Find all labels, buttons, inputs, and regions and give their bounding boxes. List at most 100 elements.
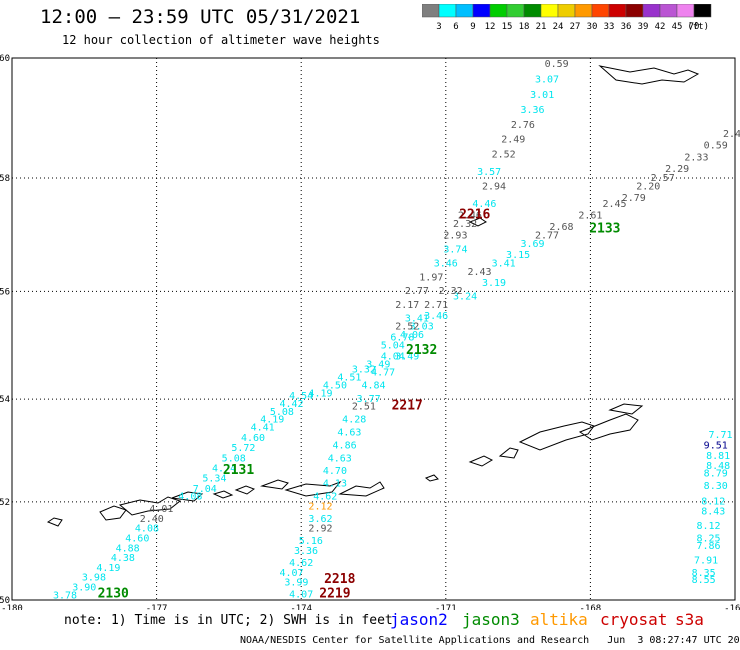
pass-number-label: 2130 [98, 587, 129, 602]
wave-height-value: 5.16 [299, 536, 323, 547]
wave-height-value: 2.77 [535, 230, 559, 241]
satellite-s3a: s3a [675, 610, 704, 629]
wave-height-value: 4.38 [111, 553, 135, 564]
wave-height-value: 5.08 [270, 407, 294, 418]
pass-number-label: 2218 [324, 572, 355, 587]
lat-tick-label: 60 [0, 54, 10, 64]
lon-tick-label: -165 [724, 604, 740, 610]
wave-height-value: 3.69 [521, 239, 545, 250]
wave-height-value: 2.32 [453, 219, 477, 230]
wave-height-value: 3.41 [492, 258, 516, 269]
pass-number-label: 2133 [589, 222, 620, 237]
wave-height-value: 2.52 [492, 149, 516, 160]
wave-height-value: 4.19 [308, 389, 332, 400]
wave-height-value: 3.62 [308, 514, 332, 525]
wave-height-value: 4.62 [289, 558, 313, 569]
wave-height-value: 4.62 [313, 491, 337, 502]
lon-tick-label: -171 [435, 604, 457, 610]
chart-subtitle: 12 hour collection of altimeter wave hei… [62, 33, 380, 47]
colorbar-tick-label: 36 [621, 22, 632, 32]
wave-height-value: 3.32 [352, 365, 376, 376]
colorbar-tick-label: 42 [655, 22, 666, 32]
wave-height-value: 3.46 [434, 258, 458, 269]
wave-height-value: 8.12 [696, 521, 720, 532]
coastline-outline [46, 517, 63, 527]
wave-height-value: 8.25 [696, 534, 720, 545]
lat-tick-label: 56 [0, 287, 10, 297]
colorbar-tick-label: 15 [502, 22, 513, 32]
wave-height-value: 4.51 [337, 373, 361, 384]
coastline-outline [498, 447, 519, 459]
wave-height-value: 4.04 [381, 351, 405, 362]
wave-height-value: 4.13 [323, 479, 347, 490]
wave-height-value: 4.07 [289, 590, 313, 601]
wave-height-value: 3.41 [405, 314, 429, 325]
wave-height-value: 3.74 [443, 244, 467, 255]
wave-height-value: 4.77 [371, 367, 395, 378]
colorbar-tick-label: 33 [604, 22, 615, 32]
wave-height-value: 2.46 [458, 210, 482, 221]
wave-height-value: 4.60 [241, 433, 265, 444]
wave-height-value: 5.72 [231, 443, 255, 454]
wave-height-value: 2.76 [511, 120, 535, 131]
pass-number-label: 2131 [223, 463, 254, 478]
wave-height-value: 1.97 [419, 272, 443, 283]
wave-height-value: 4.28 [342, 415, 366, 426]
wave-height-value: 2.94 [482, 182, 506, 193]
wave-height-value: 8.55 [692, 575, 716, 586]
pass-number-label: 2217 [392, 399, 423, 414]
coastline-outline [608, 403, 644, 415]
wave-height-value: 4.01 [149, 504, 173, 515]
wave-height-value: 2.52 [395, 322, 419, 333]
colorbar-tick-label: 45 [672, 22, 683, 32]
wave-height-map: -180 -177 -174 -171 -168 -165 60 58 56 54 52 50 3.78… [0, 54, 740, 610]
wave-height-value: 2.29 [665, 164, 689, 175]
coastline-outline [338, 481, 385, 497]
colorbar-unit-label: (ft) [687, 22, 709, 32]
wave-height-value: 4.70 [323, 466, 347, 477]
wave-height-value: 2.57 [651, 173, 675, 184]
colorbar-tick-label: 30 [587, 22, 598, 32]
lat-tick-label: 54 [0, 395, 10, 405]
wave-height-value: 2.32 [439, 286, 463, 297]
colorbar-tick-label: 3 [436, 22, 441, 32]
coastline-outline [234, 485, 256, 495]
wave-height-value: 7.71 [708, 430, 732, 441]
coastline-outline [598, 65, 700, 85]
satellite-cryosat: cryosat [600, 610, 668, 629]
coastline-outline [260, 479, 289, 490]
lon-tick-label: -177 [146, 604, 168, 610]
wave-height-value: 3.01 [530, 90, 554, 101]
wave-height-value: 7.04 [193, 484, 217, 495]
coastline-outline [212, 490, 234, 499]
wave-height-value: 4.84 [361, 381, 385, 392]
wave-height-value: 4.08 [178, 491, 202, 502]
coastline-outline [424, 474, 439, 482]
wave-height-value: 3.57 [477, 167, 501, 178]
lon-tick-label: -168 [580, 604, 602, 610]
wave-height-value: 8.81 [706, 451, 730, 462]
wave-height-value: 4.54 [289, 391, 313, 402]
wave-height-value: 2.49 [501, 135, 525, 146]
wave-height-value: 5.34 [202, 474, 226, 485]
wave-height-value: 4.50 [323, 381, 347, 392]
wave-height-value: 4.63 [328, 453, 352, 464]
wave-height-value: 2.17 [395, 300, 419, 311]
wave-height-value: 2.33 [684, 152, 708, 163]
wave-height-value: 2.92 [308, 524, 332, 535]
satellite-jason2: jason2 [390, 610, 448, 629]
wave-height-value: 8.12 [701, 496, 725, 507]
wave-height-value: 5.08 [222, 453, 246, 464]
satellite-jason3: jason3 [462, 610, 520, 629]
wave-height-value: 2.77 [405, 286, 429, 297]
coastline-outline [99, 505, 127, 521]
wave-height-value: 2.45 [602, 199, 626, 210]
lon-tick-label: -174 [290, 604, 312, 610]
credit-line: NOAA/NESDIS Center for Satellite Applica… [240, 635, 740, 646]
pass-number-label: 2216 [459, 207, 490, 222]
wave-height-value: 4.41 [251, 422, 275, 433]
wave-height-value: 4.74 [212, 464, 236, 475]
coastline-outline [118, 496, 182, 516]
wave-height-value: 4.42 [280, 399, 304, 410]
color-legend: 3 6 9 12 15 18 21 24 27 30 33 36 39 42 45 70(ft) [422, 4, 712, 32]
